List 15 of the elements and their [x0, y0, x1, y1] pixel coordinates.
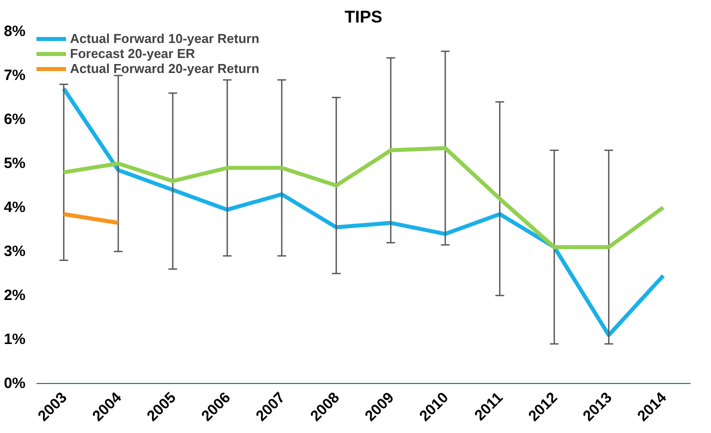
y-tick-label: 6% [4, 111, 26, 128]
legend-label: Actual Forward 10-year Return [70, 31, 260, 46]
y-tick-label: 8% [4, 23, 26, 40]
legend-label: Actual Forward 20-year Return [70, 61, 260, 76]
y-tick-label: 4% [4, 199, 26, 216]
y-tick-label: 2% [4, 287, 26, 304]
chart-title: TIPS [344, 8, 382, 26]
y-tick-label: 7% [4, 67, 26, 84]
y-tick-label: 3% [4, 243, 26, 260]
y-tick-label: 5% [4, 155, 26, 172]
line-series [62, 146, 666, 250]
y-tick-label: 0% [4, 375, 26, 392]
legend-label: Forecast 20-year ER [70, 46, 196, 61]
line-series [62, 86, 666, 338]
y-tick-label: 1% [4, 331, 26, 348]
